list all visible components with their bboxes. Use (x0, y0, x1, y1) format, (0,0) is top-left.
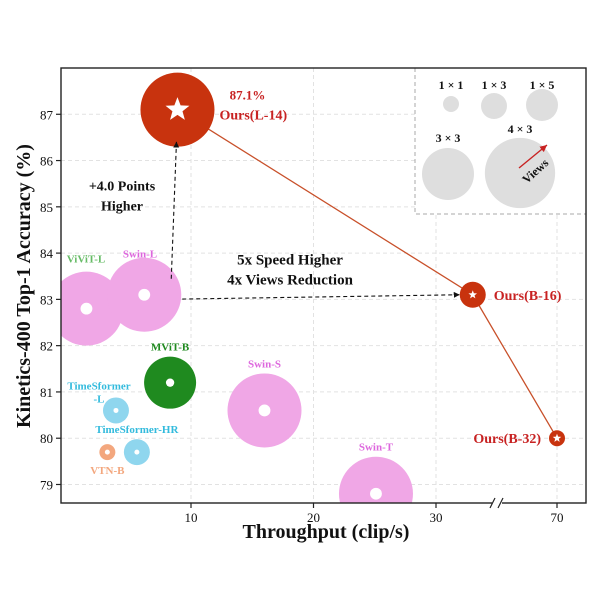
label-ours-b-32: Ours(B-32) (473, 432, 541, 447)
annotations: +4.0 Points Higher 5x Speed Higher 4x Views… (89, 141, 460, 300)
bubble-swin-t (338, 456, 413, 503)
y-tick-label-80: 80 (40, 431, 53, 446)
arrow-speed (182, 291, 460, 300)
y-tick-label-83: 83 (40, 292, 53, 307)
legend-circle-3-3 (422, 148, 474, 200)
y-tick-label-81: 81 (40, 385, 53, 400)
legend-circle-1-1 (443, 96, 459, 112)
bubble-center-mvit-b (165, 378, 175, 387)
star-icon-ours-l-14 (165, 97, 190, 120)
label-ours-l-14: Ours(L-14) (219, 109, 287, 124)
x-axis-title: Throughput (clip/s) (243, 521, 410, 543)
legend-label-4-3: 4 × 3 (508, 122, 533, 136)
label-timesformer-l-line2: -L (94, 394, 105, 406)
speed-annotation-line-1: 5x Speed Higher (237, 253, 343, 269)
bubble-center-swin-l (138, 288, 151, 301)
star-icon-ours-b-16 (468, 290, 478, 299)
y-tick-label-79: 79 (40, 477, 53, 492)
legend-label-1-1: 1 × 1 (439, 78, 464, 92)
legend-label-1-5: 1 × 5 (530, 78, 555, 92)
y-tick-label-86: 86 (40, 154, 54, 169)
bubble-center-timesformer-l (113, 407, 119, 413)
value-label-ours-l-14: 87.1% (230, 88, 266, 103)
x-tick-label-30: 30 (430, 510, 443, 525)
label-vtn-b: VTN-B (90, 465, 125, 477)
axis-break-mark-2 (497, 497, 504, 509)
label-timesformer-hr: TimeSformer-HR (95, 424, 179, 436)
axis-break-gap (492, 499, 502, 507)
bubble-center-swin-t (370, 487, 382, 500)
bubble-center-vivit-l (80, 302, 93, 315)
label-timesformer-l: TimeSformer (67, 381, 130, 393)
legend-circle-1-3 (481, 93, 507, 119)
y-tick-label-87: 87 (40, 107, 54, 122)
accuracy-annotation-line-2: Higher (101, 200, 143, 215)
accuracy-annotation-line-1: +4.0 Points (89, 180, 156, 195)
bubble-center-swin-s (258, 404, 271, 417)
axis-break-mark-1 (489, 497, 496, 509)
label-swin-l: Swin-L (123, 249, 157, 261)
point-labels: ViViT-L Swin-L MViT-B Swin-S Swin-T TimeSform… (67, 88, 562, 477)
bubble-center-vtn-b (104, 449, 110, 455)
arrow-accuracy (170, 141, 180, 279)
bubble-center-timesformer-hr (134, 449, 140, 455)
label-swin-s: Swin-S (248, 358, 281, 370)
label-ours-b-16: Ours(B-16) (494, 289, 562, 304)
star-icon-ours-b-32 (552, 433, 562, 442)
x-tick-label-20: 20 (307, 510, 320, 525)
y-tick-label-84: 84 (40, 246, 54, 261)
plot-frame (60, 67, 587, 504)
ours-markers (140, 72, 565, 447)
legend-label-1-3: 1 × 3 (482, 78, 507, 92)
legend-circle-4-3 (484, 137, 556, 209)
label-swin-t: Swin-T (359, 442, 394, 454)
legend-label-3-3: 3 × 3 (436, 131, 461, 145)
speed-annotation-line-2: 4x Views Reduction (227, 273, 353, 289)
views-arrow-icon (518, 144, 548, 169)
x-tick-label-70: 70 (551, 510, 564, 525)
x-tick-label-10: 10 (185, 510, 198, 525)
label-mvit-b: MViT-B (151, 342, 190, 354)
y-tick-label-85: 85 (40, 200, 53, 215)
label-vivit-l: ViViT-L (67, 253, 106, 265)
legend-circle-1-5 (526, 89, 558, 121)
bubbles (61, 257, 413, 503)
y-tick-label-82: 82 (40, 339, 53, 354)
axes: 79 80 81 82 83 84 85 86 87 10 20 30 70 Throughput (cl… (13, 107, 564, 543)
y-axis-title: Kinetics-400 Top-1 Accuracy (%) (13, 144, 35, 428)
